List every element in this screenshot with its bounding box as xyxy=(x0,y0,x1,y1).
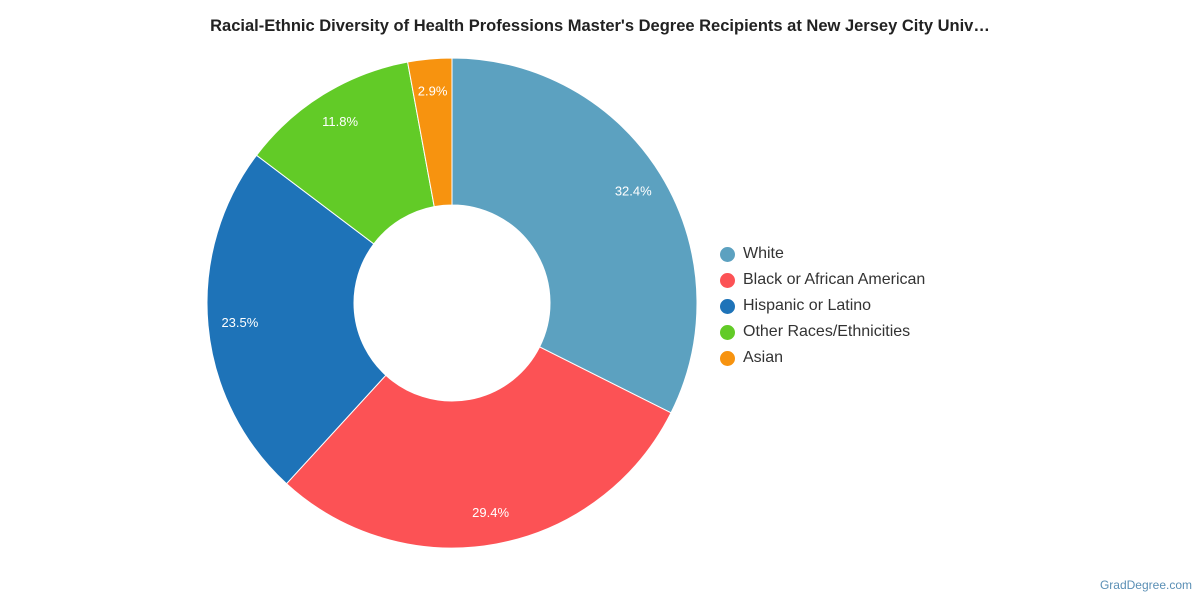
slice-black-or-african-american[interactable] xyxy=(285,346,672,549)
slice-other-races-ethnicities[interactable] xyxy=(255,61,435,245)
legend-swatch xyxy=(720,272,735,288)
legend-swatch xyxy=(720,246,735,262)
slice-white[interactable] xyxy=(451,57,698,414)
legend-label: Other Races/Ethnicities xyxy=(743,323,911,340)
slice-hispanic-or-latino[interactable] xyxy=(206,154,387,485)
slice-asian[interactable] xyxy=(407,57,453,208)
legend-swatch xyxy=(720,324,735,340)
legend-label: White xyxy=(743,245,784,262)
slice-label-other-races-ethnicities: 11.8% xyxy=(322,114,358,129)
legend-label: Asian xyxy=(743,349,784,366)
legend-item-white[interactable]: White xyxy=(720,241,925,267)
donut-slices xyxy=(206,57,698,549)
legend-label: Black or African American xyxy=(743,271,926,288)
slice-label-hispanic-or-latino: 23.5% xyxy=(221,315,258,330)
legend-item-black-or-african-american[interactable]: Black or African American xyxy=(720,267,925,293)
slice-label-white: 32.4% xyxy=(615,184,652,199)
slice-label-black-or-african-american: 29.4% xyxy=(472,505,509,520)
chart-legend: White Black or African American Hispanic o… xyxy=(720,241,925,371)
legend-item-hispanic-or-latino[interactable]: Hispanic or Latino xyxy=(720,293,925,319)
legend-item-asian[interactable]: Asian xyxy=(720,345,925,371)
slice-label-asian: 2.9% xyxy=(418,83,448,98)
legend-swatch xyxy=(720,350,735,366)
source-credit[interactable]: GradDegree.com xyxy=(1099,578,1192,592)
legend-item-other-races-ethnicities[interactable]: Other Races/Ethnicities xyxy=(720,319,925,345)
chart-title: Racial-Ethnic Diversity of Health Profes… xyxy=(210,17,990,35)
legend-swatch xyxy=(720,298,735,314)
slice-labels: 32.4% 29.4% 23.5% 11.8% 2.9% xyxy=(221,83,652,520)
legend-label: Hispanic or Latino xyxy=(743,297,872,314)
